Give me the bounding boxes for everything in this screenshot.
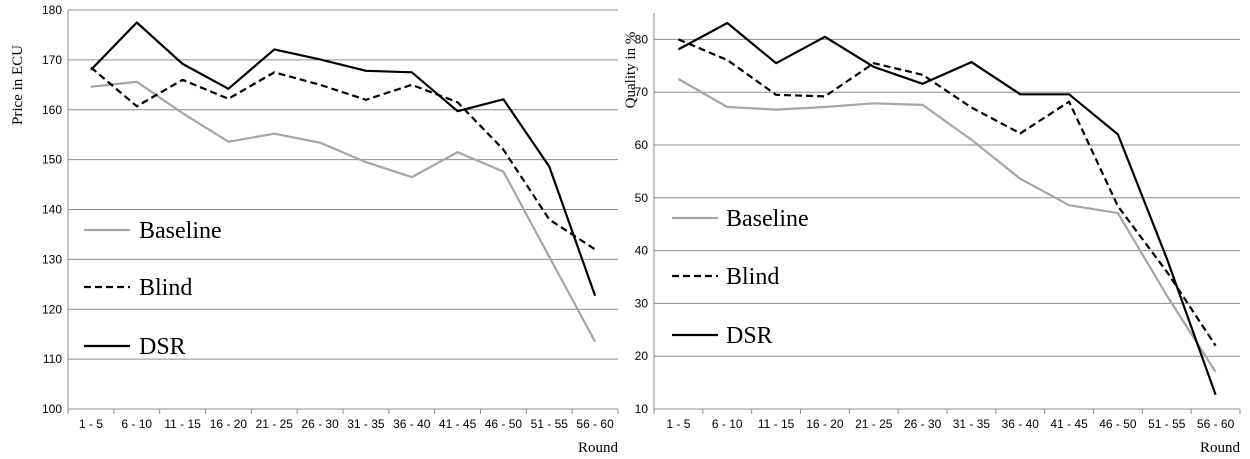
legend-label-blind: Blind: [139, 275, 192, 301]
x-tick-label: 51 - 55: [1148, 417, 1186, 431]
series-line-blind: [90, 66, 596, 251]
legend-label-baseline: Baseline: [726, 206, 809, 232]
y-tick-label: 110: [43, 352, 62, 366]
x-tick-label: 16 - 20: [210, 417, 248, 431]
series-line-baseline: [677, 78, 1217, 373]
y-tick-label: 100: [42, 402, 62, 416]
x-tick-label: 51 - 55: [531, 417, 569, 431]
y-tick-label: 160: [42, 103, 62, 117]
y-tick-label: 80: [635, 32, 649, 46]
y-tick-label: 50: [635, 191, 649, 205]
y-tick-label: 10: [635, 402, 649, 416]
x-tick-label: 46 - 50: [1099, 417, 1137, 431]
legend-label-dsr: DSR: [726, 323, 773, 349]
y-tick-label: 150: [42, 153, 62, 167]
y-tick-label: 20: [635, 349, 649, 363]
legend-label-baseline: Baseline: [139, 218, 222, 244]
series-line-baseline: [90, 80, 597, 343]
x-tick-label: 21 - 25: [855, 417, 893, 431]
x-tick-label: 56 - 60: [576, 417, 614, 431]
x-axis-title: Round: [1200, 440, 1241, 456]
x-tick-label: 41 - 45: [439, 417, 477, 431]
y-axis-title: Quality in %: [623, 32, 639, 109]
x-tick-label: 46 - 50: [485, 417, 523, 431]
y-tick-label: 70: [635, 85, 649, 99]
y-tick-label: 140: [42, 203, 62, 217]
x-tick-label: 31 - 35: [953, 417, 991, 431]
chart-1: 100 110 120 130 140 150 160 170 180 1 - 5 6 - 10 11…: [10, 3, 619, 456]
legend-label-dsr: DSR: [139, 334, 186, 360]
series-line-dsr: [90, 21, 597, 297]
x-tick-label: 36 - 40: [393, 417, 431, 431]
x-tick-label: 1 - 5: [666, 417, 690, 431]
chart-2: 10 20 30 40 50 60 70 80 1 - 5 6 - 10 11 - 15 16 - 2…: [623, 13, 1241, 456]
y-tick-label: 60: [635, 138, 649, 152]
y-tick-label: 130: [42, 252, 62, 266]
y-tick-label: 120: [42, 302, 62, 316]
x-tick-label: 16 - 20: [806, 417, 844, 431]
x-tick-label: 1 - 5: [79, 417, 103, 431]
y-tick-label: 40: [635, 244, 649, 258]
y-tick-label: 180: [42, 3, 62, 17]
x-tick-label: 11 - 15: [164, 417, 201, 431]
x-tick-label: 31 - 35: [347, 417, 385, 431]
series-line-blind: [677, 38, 1217, 347]
x-tick-label: 6 - 10: [712, 417, 743, 431]
x-tick-label: 26 - 30: [301, 417, 339, 431]
x-axis-title: Round: [578, 440, 619, 456]
y-tick-label: 30: [635, 296, 649, 310]
y-axis-title: Price in ECU: [10, 45, 26, 125]
legend-label-blind: Blind: [726, 264, 779, 290]
x-tick-label: 6 - 10: [121, 417, 152, 431]
x-tick-label: 11 - 15: [758, 417, 795, 431]
x-tick-label: 36 - 40: [1002, 417, 1040, 431]
x-tick-label: 21 - 25: [256, 417, 294, 431]
x-tick-label: 26 - 30: [904, 417, 942, 431]
x-tick-label: 56 - 60: [1197, 417, 1235, 431]
y-tick-label: 170: [42, 53, 62, 67]
series-line-dsr: [677, 21, 1217, 396]
x-tick-label: 41 - 45: [1050, 417, 1088, 431]
